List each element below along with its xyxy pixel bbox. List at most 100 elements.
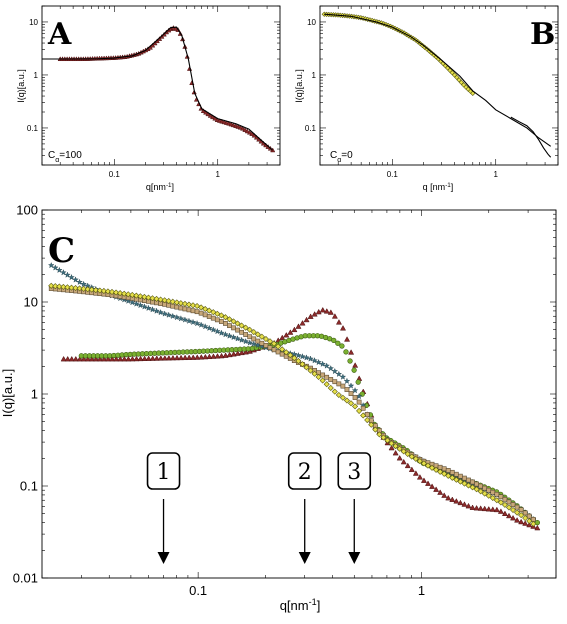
- data-point: [416, 474, 423, 480]
- data-point: [303, 354, 310, 361]
- arrow-head: [298, 552, 311, 564]
- data-point: [352, 362, 359, 368]
- data-point: [76, 285, 83, 292]
- arrow-label: 3: [347, 460, 361, 485]
- data-point: [64, 355, 71, 362]
- data-point: [328, 377, 334, 382]
- plot-frame: [319, 5, 559, 166]
- data-point: [72, 285, 79, 292]
- data-point: [80, 285, 87, 292]
- data-point: [56, 283, 63, 290]
- data-point: [68, 284, 75, 291]
- data-point: [424, 462, 431, 469]
- data-point: [72, 355, 79, 362]
- data-point: [181, 300, 188, 307]
- data-point: [526, 521, 533, 528]
- data-point: [331, 313, 338, 319]
- data-point: [165, 354, 172, 361]
- data-point: [466, 477, 471, 483]
- data-point: [201, 323, 209, 330]
- y-tick-label: 1: [34, 71, 39, 80]
- series-line: [324, 13, 552, 147]
- data-point: [226, 332, 233, 339]
- annotation: Cα=0: [330, 150, 353, 164]
- x-axis-label: q [nm-1]: [423, 182, 454, 193]
- data-point: [449, 496, 456, 502]
- x-tick-label: 0.1: [109, 170, 121, 179]
- data-point: [230, 318, 237, 325]
- data-point: [320, 372, 326, 378]
- data-point: [485, 492, 492, 499]
- data-point: [279, 346, 286, 353]
- data-point: [299, 353, 306, 360]
- data-point: [473, 504, 480, 511]
- y-axis-label: I(q)[a.u.]: [16, 69, 26, 103]
- data-point: [339, 325, 347, 331]
- data-point: [80, 280, 87, 287]
- data-point: [331, 337, 337, 344]
- data-point: [323, 362, 330, 369]
- data-point: [255, 338, 261, 344]
- data-point: [64, 271, 71, 278]
- y-tick-label: 100: [16, 203, 38, 218]
- data-point: [193, 319, 201, 327]
- data-point: [145, 355, 152, 361]
- data-point: [182, 354, 189, 361]
- data-point: [437, 468, 444, 475]
- data-point: [478, 483, 484, 489]
- data-point: [88, 355, 96, 362]
- data-point: [244, 128, 250, 134]
- data-point: [469, 484, 476, 491]
- data-point: [343, 397, 350, 404]
- data-point: [339, 343, 345, 349]
- data-point: [327, 365, 335, 372]
- data-point: [202, 305, 209, 313]
- data-point: [376, 431, 383, 438]
- data-point: [384, 437, 391, 444]
- data-point: [240, 125, 246, 131]
- data-point: [392, 449, 399, 456]
- data-point: [262, 335, 269, 343]
- data-point: [72, 276, 79, 283]
- data-point: [522, 515, 529, 522]
- data-point: [230, 333, 237, 341]
- data-point: [214, 327, 221, 335]
- data-point: [429, 483, 436, 489]
- series-line: [42, 26, 274, 151]
- data-point: [470, 479, 475, 485]
- data-point: [190, 354, 197, 360]
- data-point: [287, 352, 294, 359]
- data-point: [457, 478, 464, 485]
- y-axis-label: I(q)[a.u.]: [0, 369, 15, 417]
- data-point: [238, 349, 245, 356]
- y-axis-label: I(q)[a.u.]: [294, 69, 304, 103]
- data-point: [462, 475, 467, 481]
- data-point: [149, 355, 156, 361]
- data-point: [465, 482, 472, 489]
- data-point: [133, 355, 140, 362]
- data-point: [514, 504, 520, 510]
- data-point: [327, 309, 334, 315]
- data-point: [48, 282, 55, 289]
- data-point: [128, 299, 136, 306]
- data-point: [222, 352, 229, 358]
- data-point: [68, 355, 75, 362]
- data-point: [441, 466, 447, 472]
- data-point: [530, 520, 537, 527]
- data-point: [105, 355, 112, 362]
- data-point: [352, 395, 358, 400]
- y-tick-label: 0.1: [27, 124, 39, 133]
- y-tick-label: 0.1: [20, 479, 38, 494]
- data-point: [461, 480, 468, 487]
- data-point: [372, 426, 379, 433]
- data-point: [311, 370, 318, 377]
- data-point: [303, 364, 310, 371]
- data-point: [76, 355, 83, 362]
- data-point: [299, 320, 306, 326]
- series-triangle: [57, 25, 276, 153]
- data-point: [165, 297, 172, 304]
- data-point: [424, 480, 432, 486]
- data-point: [266, 338, 274, 345]
- data-point: [250, 329, 257, 336]
